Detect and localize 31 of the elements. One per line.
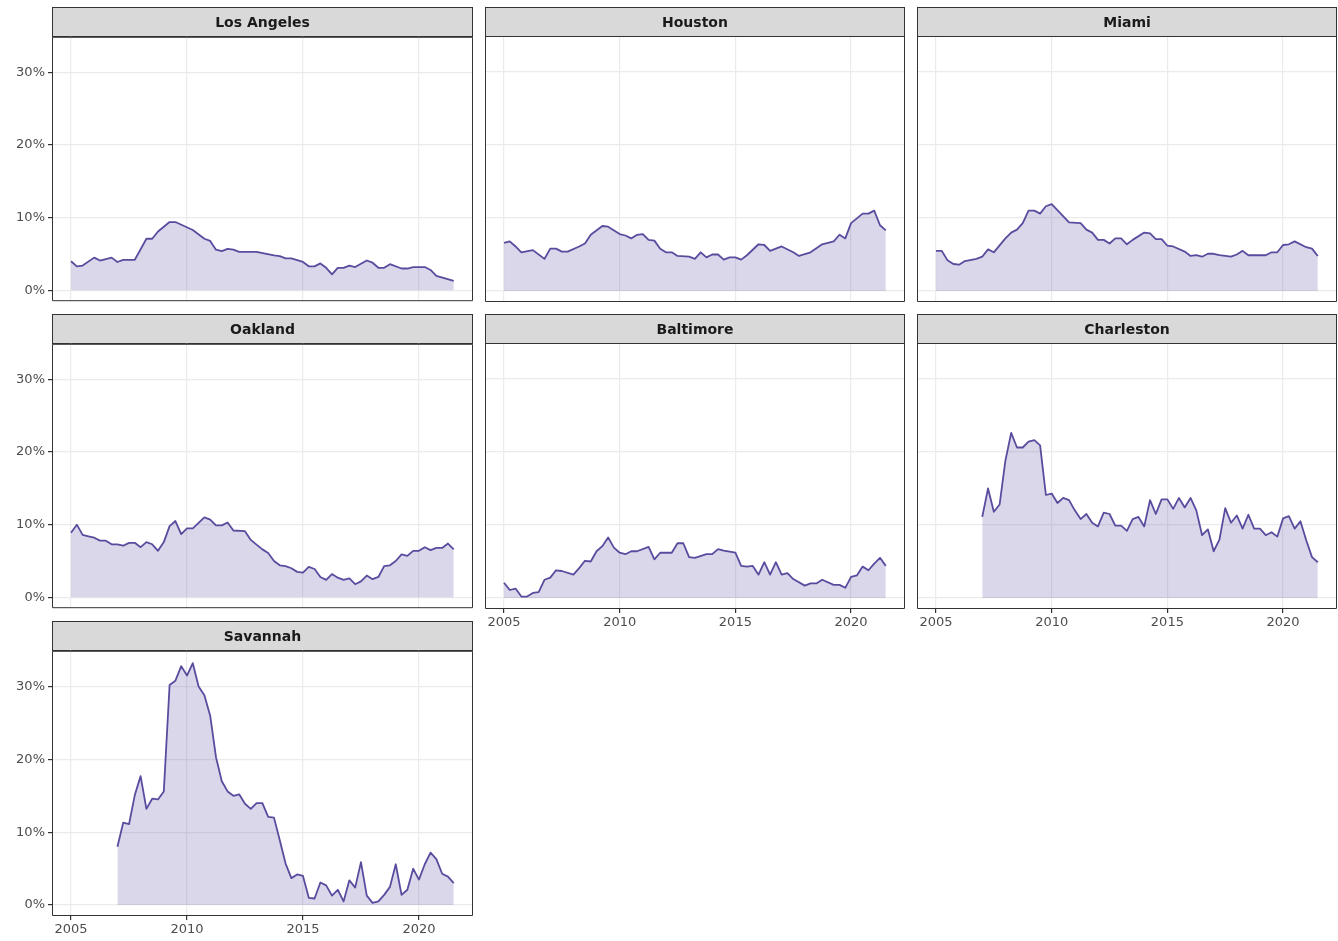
x-tick-label: 2010 <box>170 921 204 937</box>
x-tick-label: 2005 <box>487 614 521 630</box>
chart-title: Baltimore <box>485 314 905 344</box>
x-tick-label: 2005 <box>919 614 953 630</box>
y-tick-label: 30% <box>16 677 45 693</box>
x-tick-label: 2010 <box>603 614 637 630</box>
y-tick-label: 20% <box>16 136 45 152</box>
chart-title: Savannah <box>52 621 473 651</box>
chart-title: Los Angeles <box>52 7 473 37</box>
y-tick-label: 0% <box>24 896 45 912</box>
chart-title: Oakland <box>52 314 473 344</box>
x-tick-label: 2020 <box>402 921 436 937</box>
x-tick-label: 2015 <box>286 921 320 937</box>
chart-title: Miami <box>917 7 1337 37</box>
y-tick-label: 20% <box>16 443 45 459</box>
y-tick-label: 0% <box>24 281 45 297</box>
x-tick-label: 2015 <box>1150 614 1184 630</box>
y-tick-label: 10% <box>16 823 45 839</box>
x-tick-label: 2020 <box>1266 614 1300 630</box>
x-tick-label: 2020 <box>834 614 868 630</box>
y-tick-label: 30% <box>16 63 45 79</box>
chart-title: Houston <box>485 7 905 37</box>
y-tick-label: 10% <box>16 516 45 532</box>
y-tick-label: 20% <box>16 750 45 766</box>
x-tick-label: 2010 <box>1035 614 1069 630</box>
x-tick-label: 2015 <box>718 614 752 630</box>
y-tick-label: 0% <box>24 588 45 604</box>
y-tick-label: 10% <box>16 209 45 225</box>
x-tick-label: 2005 <box>54 921 88 937</box>
chart-title: Charleston <box>917 314 1337 344</box>
y-tick-label: 30% <box>16 370 45 386</box>
